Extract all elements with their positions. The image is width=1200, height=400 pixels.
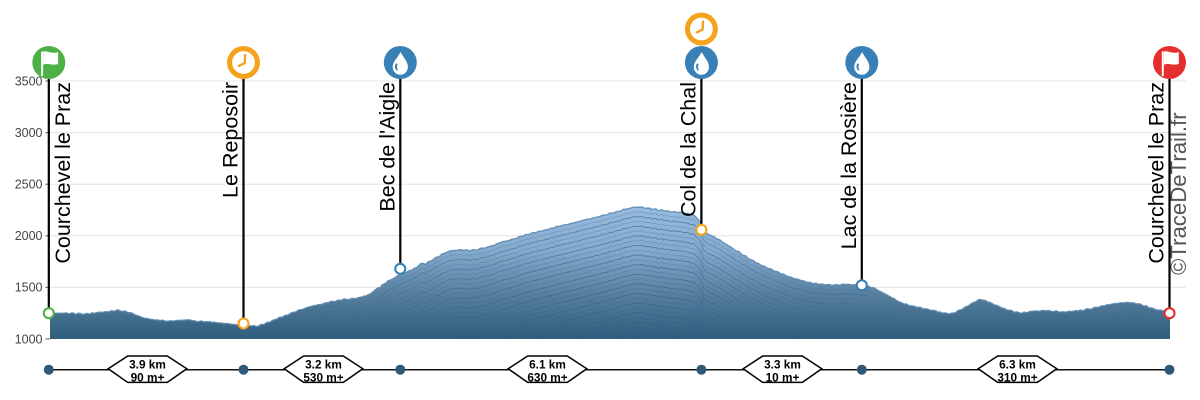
svg-text:©TraceDeTrail.fr: ©TraceDeTrail.fr — [1166, 112, 1191, 275]
svg-text:Col de la Chal: Col de la Chal — [676, 82, 700, 217]
svg-text:Lac de la Rosière: Lac de la Rosière — [837, 82, 861, 249]
svg-text:90 m+: 90 m+ — [131, 370, 165, 384]
svg-text:530 m+: 530 m+ — [303, 370, 343, 384]
svg-text:3.3 km: 3.3 km — [764, 357, 801, 371]
svg-text:3.2 km: 3.2 km — [305, 357, 342, 371]
svg-text:6.3 km: 6.3 km — [999, 357, 1036, 371]
svg-text:1000: 1000 — [15, 332, 43, 346]
svg-text:Courchevel le Praz: Courchevel le Praz — [51, 82, 75, 264]
svg-text:10 m+: 10 m+ — [766, 370, 800, 384]
svg-text:Bec de l'Aigle: Bec de l'Aigle — [375, 82, 399, 212]
svg-text:310 m+: 310 m+ — [997, 370, 1037, 384]
svg-text:2000: 2000 — [15, 229, 43, 243]
svg-text:630 m+: 630 m+ — [527, 370, 567, 384]
svg-text:Courchevel le Praz: Courchevel le Praz — [1145, 82, 1169, 264]
svg-text:6.1 km: 6.1 km — [529, 357, 566, 371]
svg-text:3.9 km: 3.9 km — [129, 357, 166, 371]
svg-text:2500: 2500 — [15, 178, 43, 192]
svg-text:1500: 1500 — [15, 281, 43, 295]
svg-text:Le Reposoir: Le Reposoir — [219, 82, 243, 198]
svg-text:3000: 3000 — [15, 126, 43, 140]
svg-text:3500: 3500 — [15, 74, 43, 88]
